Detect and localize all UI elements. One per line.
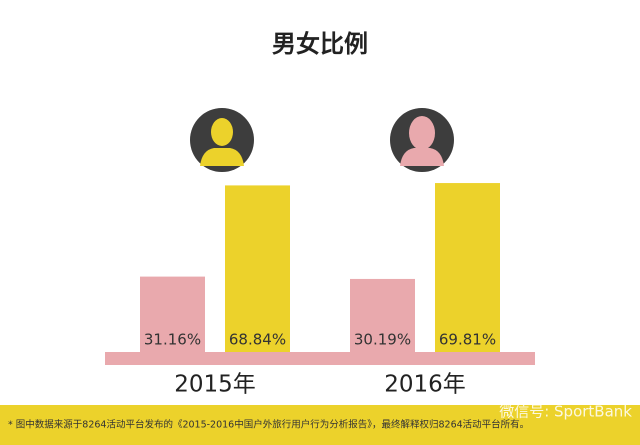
data-label: 31.16% xyxy=(144,331,201,349)
data-label: 30.19% xyxy=(354,331,411,349)
watermark: 微信号: SportBank xyxy=(499,403,632,421)
data-label: 68.84% xyxy=(229,331,286,349)
bar xyxy=(140,276,205,352)
footer-band xyxy=(0,405,640,445)
data-label: 69.81% xyxy=(439,331,496,349)
bar xyxy=(435,183,500,352)
footnote: * 图中数据来源于8264活动平台发布的《2015-2016中国户外旅行用户行为… xyxy=(8,419,529,431)
chart-title: 男女比例 xyxy=(272,30,368,58)
female-icon xyxy=(390,108,454,172)
x-tick-label: 2015年 xyxy=(174,372,256,398)
bar xyxy=(225,185,290,352)
baseline-band xyxy=(105,352,535,365)
x-tick-label: 2016年 xyxy=(384,372,466,398)
male-icon xyxy=(190,108,254,172)
bar xyxy=(350,278,415,352)
